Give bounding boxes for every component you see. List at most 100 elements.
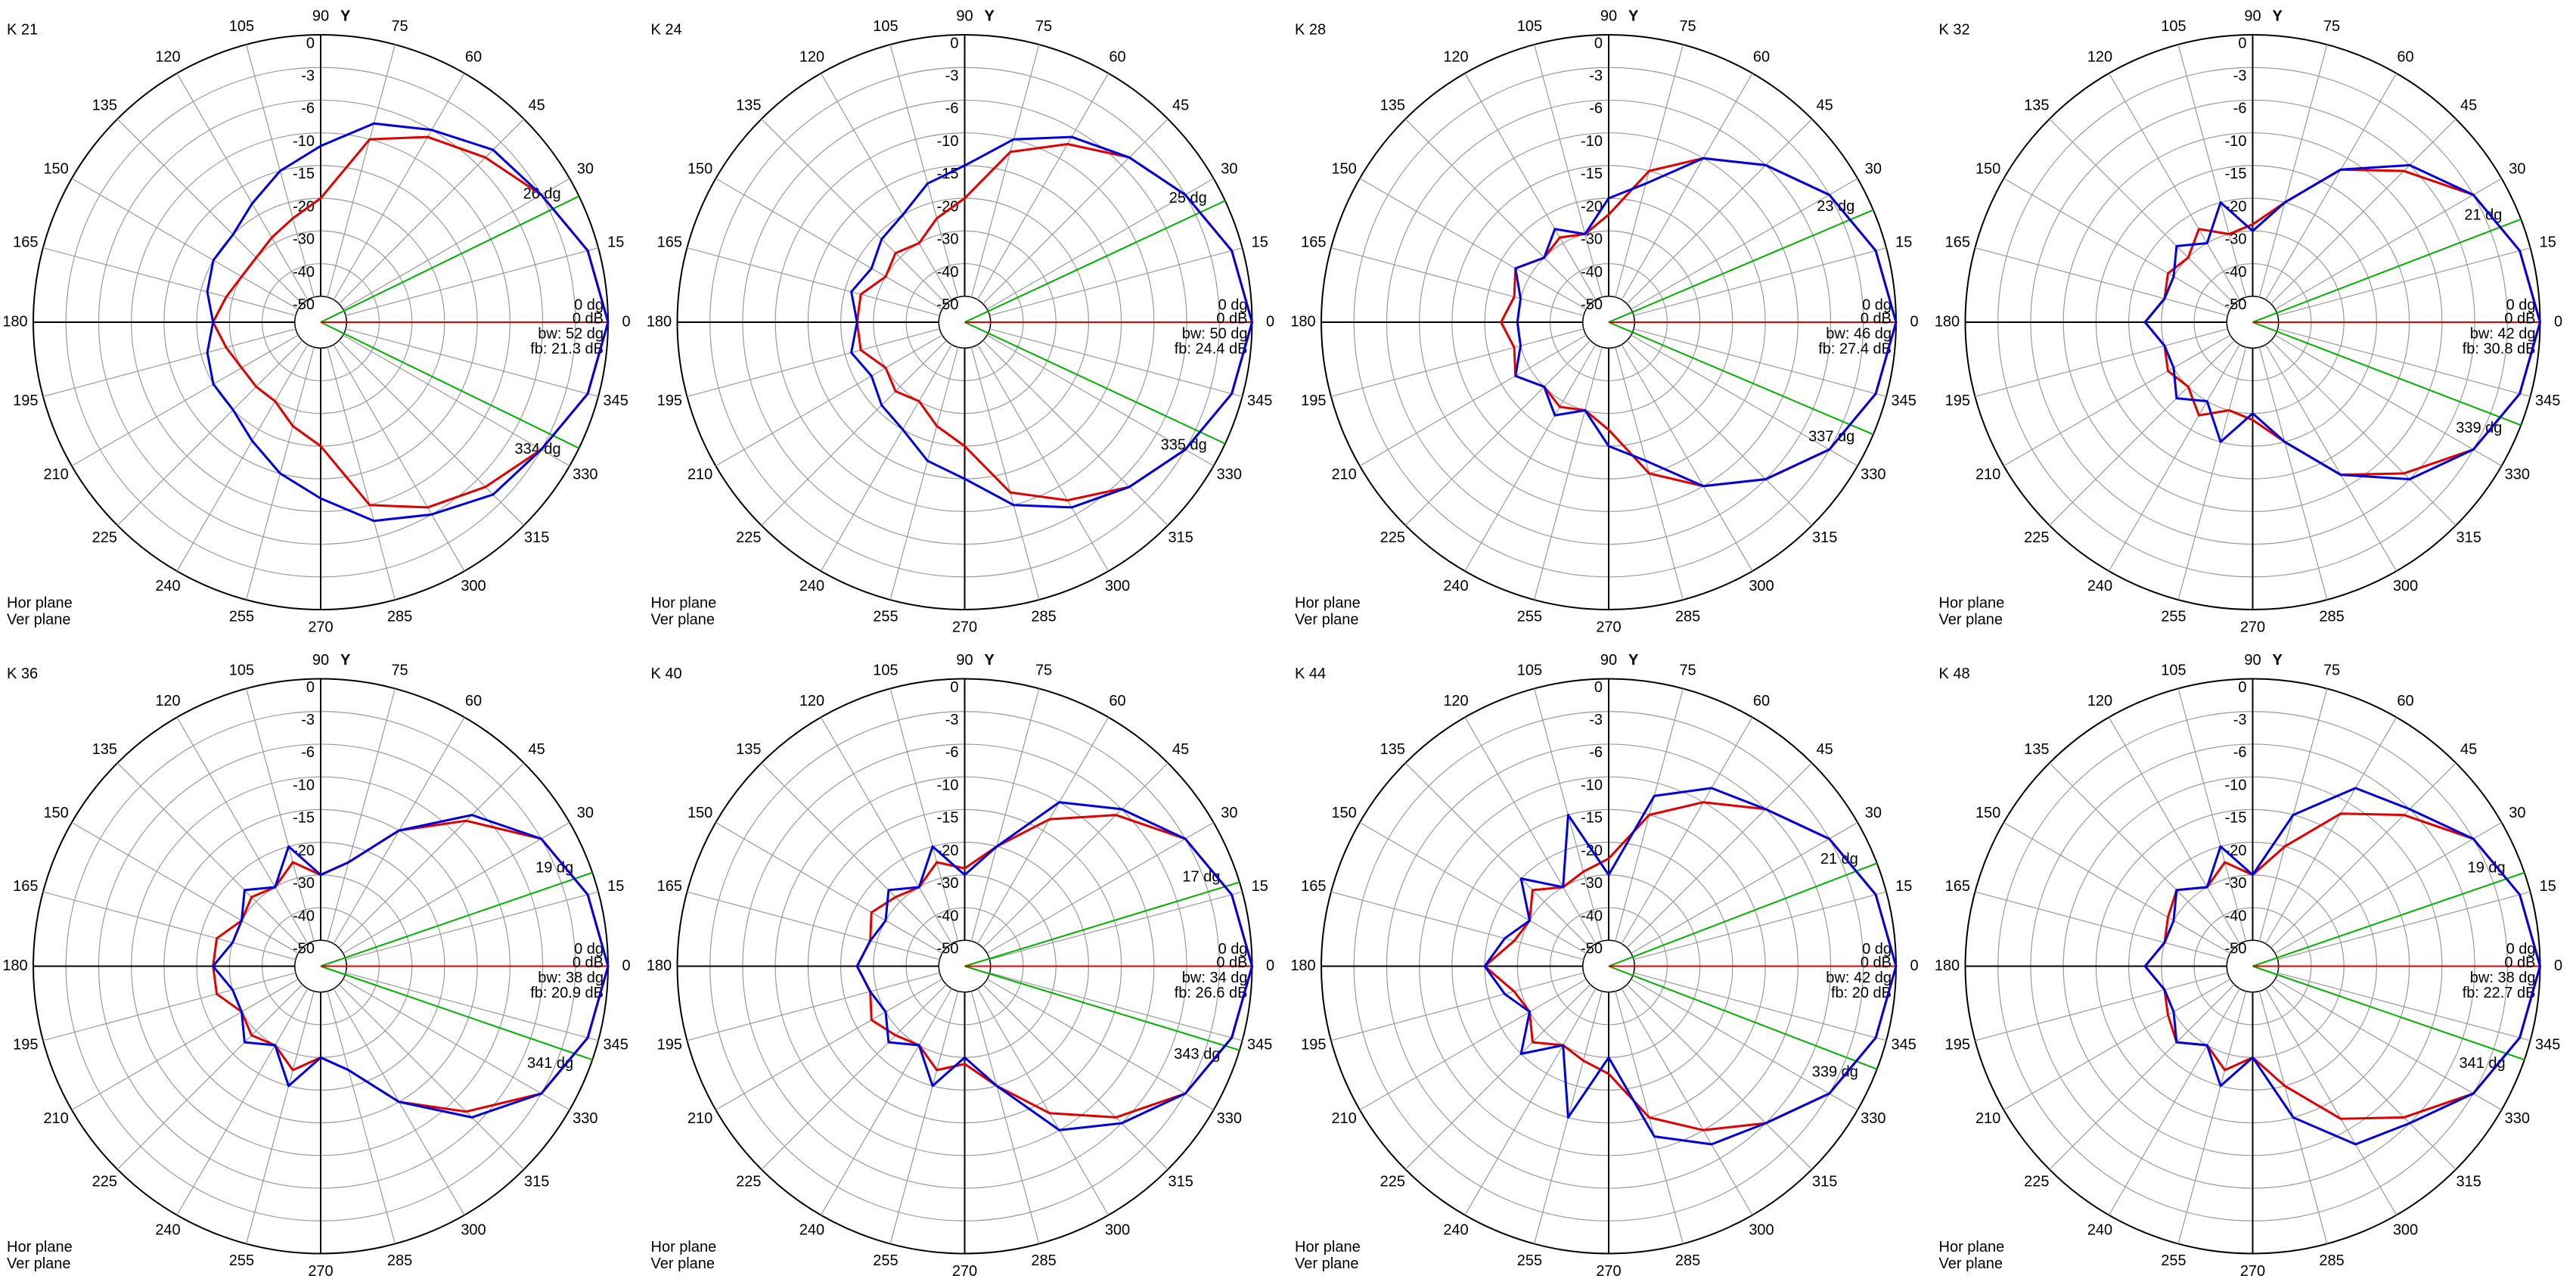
angle-label: 0 [1910,313,1918,330]
radial-tick-label: -40 [937,908,959,924]
angle-label: 90 [1600,8,1617,24]
max-direction-label: 0 dg [2506,296,2536,313]
beam-line [320,321,579,449]
angle-label: 330 [1861,466,1885,483]
spoke [1975,891,2228,961]
beam-label: 339 dg [2456,420,2502,436]
angle-label: 315 [1812,1173,1837,1190]
spoke [977,344,1110,572]
spoke [116,118,303,305]
legend-label: Ver plane [1939,1255,2003,1272]
radial-tick-label: -3 [945,68,959,85]
spoke [338,340,525,526]
angle-label: 45 [1817,741,1833,758]
legend-label: Hor plane [7,594,73,611]
angle-label: 135 [92,741,117,758]
chart-title: K 21 [7,21,38,38]
spoke [176,717,309,945]
spoke [715,821,943,954]
front-back-label: fb: 20 dB [1831,985,1892,1001]
max-gain-label: 0 dB [573,310,604,327]
radial-tick-label: -3 [2233,712,2247,728]
spoke [889,688,959,942]
radial-tick-label: -10 [2225,133,2247,150]
beamwidth-label: bw: 50 dg [1182,325,1248,342]
spoke [977,717,1110,945]
angle-label: 345 [2535,393,2560,409]
beamwidth-label: bw: 42 dg [1826,970,1892,986]
beam-line [2252,871,2525,967]
spoke [2274,979,2502,1111]
pattern-line [1514,157,1898,488]
beam-line [2252,218,2522,323]
legend-label: Hor plane [651,594,717,611]
max-gain-label: 0 dB [1216,310,1247,327]
spoke [1621,988,1753,1215]
radial-tick-label: -15 [293,810,315,827]
max-gain-label: 0 dB [2504,310,2535,327]
front-back-label: fb: 22.7 dB [2463,985,2536,1001]
angle-label: 165 [1301,878,1326,895]
beamwidth-label: bw: 42 dg [2470,325,2536,342]
spoke [71,979,299,1111]
spoke [343,334,570,467]
angle-label: 345 [604,1036,628,1053]
chart-title: K 32 [1939,21,1970,38]
y-axis-label: Y [985,652,995,669]
angle-label: 90 [2244,652,2261,669]
angle-label: 240 [1443,1222,1468,1239]
angle-label: 345 [1892,1036,1916,1053]
angle-label: 330 [573,466,597,483]
chart-title: K 36 [7,666,38,682]
angle-label: 90 [956,8,973,24]
spoke [687,247,940,316]
angle-label: 210 [1331,466,1356,483]
spoke [343,821,570,954]
beam-label: 337 dg [1808,428,1854,445]
angle-label: 135 [2024,741,2049,758]
angle-label: 105 [229,18,254,35]
angle-label: 345 [1247,1036,1272,1053]
spoke [1359,979,1587,1111]
angle-label: 315 [1168,529,1193,546]
spoke [2177,688,2247,942]
spoke [1626,340,1813,526]
angle-label: 255 [2161,609,2186,625]
spoke [982,762,1169,948]
legend-label: Hor plane [7,1239,73,1255]
beam-line [964,200,1226,323]
radial-tick-label: -10 [937,777,959,793]
angle-label: 30 [1221,805,1237,821]
angle-label: 180 [1290,957,1315,974]
spoke [1633,328,1887,397]
angle-label: 75 [391,18,408,35]
spoke [176,988,309,1215]
radial-tick-label: -30 [937,875,959,892]
spoke [989,972,1243,1041]
radial-tick-label: -6 [2233,101,2247,117]
radial-tick-label: -30 [2225,231,2247,248]
angle-label: 225 [736,1173,761,1190]
radial-tick-label: -20 [293,198,315,215]
pattern-line [212,814,610,1119]
pattern-line [206,122,610,523]
angle-label: 270 [308,1263,333,1280]
angle-label: 105 [229,663,254,679]
pattern-line [855,801,1253,1131]
max-gain-label: 0 dB [1216,954,1247,971]
angle-label: 165 [1945,234,1970,251]
radial-tick-label: 0 [950,679,958,696]
spoke [1330,328,1584,397]
angle-label: 75 [1679,663,1696,679]
angle-label: 210 [687,466,712,483]
spoke [116,984,303,1170]
spoke [1404,340,1591,526]
radial-tick-label: -40 [2225,908,2247,924]
radial-tick-label: -10 [937,133,959,150]
y-axis-label: Y [2273,8,2283,24]
angle-label: 345 [1892,393,1916,409]
radial-tick-label: -6 [1589,101,1603,117]
radial-tick-label: -3 [1589,712,1603,728]
radial-tick-label: -10 [1581,777,1603,793]
angle-label: 135 [2024,98,2049,114]
